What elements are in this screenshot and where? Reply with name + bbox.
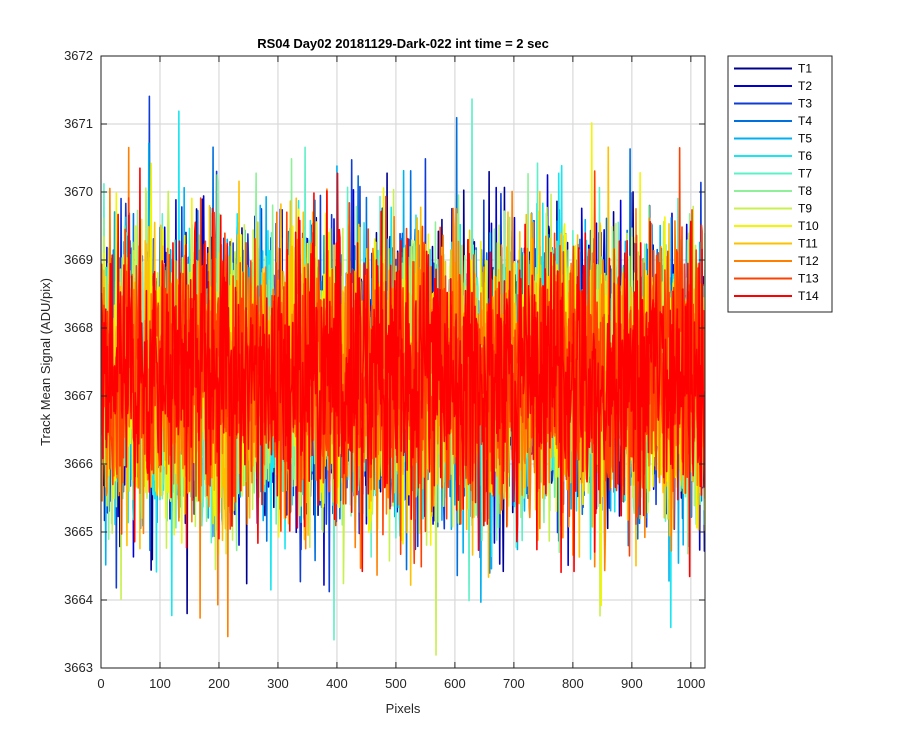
x-tick-label: 600 [444, 676, 466, 691]
y-tick-label: 3667 [64, 388, 93, 403]
y-tick-label: 3668 [64, 320, 93, 335]
x-axis-label: Pixels [386, 701, 421, 716]
axis-ticks: 0 100 200 300 400 500 600 700 800 900 1000 3663 3664… [64, 48, 705, 691]
x-tick-label: 700 [503, 676, 525, 691]
y-tick-label: 3670 [64, 184, 93, 199]
y-tick-label: 3669 [64, 252, 93, 267]
legend-label-t1: T1 [798, 62, 812, 76]
x-tick-label: 100 [149, 676, 171, 691]
legend-label-t14: T14 [798, 289, 819, 303]
legend-label-t7: T7 [798, 167, 812, 181]
y-axis-label: Track Mean Signal (ADU/pix) [38, 278, 53, 446]
legend-label-t6: T6 [798, 149, 812, 163]
legend-label-t3: T3 [798, 97, 812, 111]
y-tick-label: 3671 [64, 116, 93, 131]
y-tick-label: 3666 [64, 456, 93, 471]
series-group [101, 95, 705, 656]
x-tick-label: 1000 [676, 676, 705, 691]
x-tick-label: 500 [385, 676, 407, 691]
x-tick-label: 400 [326, 676, 348, 691]
legend-label-t2: T2 [798, 79, 812, 93]
y-tick-label: 3663 [64, 660, 93, 675]
y-tick-label: 3664 [64, 592, 93, 607]
plot-frame [100, 55, 706, 669]
y-tick-label: 3665 [64, 524, 93, 539]
series-line-t14 [101, 167, 705, 578]
legend-label-t10: T10 [798, 219, 819, 233]
chart-title: RS04 Day02 20181129-Dark-022 int time = … [257, 36, 549, 51]
x-tick-label: 300 [267, 676, 289, 691]
x-tick-label: 200 [208, 676, 230, 691]
x-tick-label: 0 [97, 676, 104, 691]
legend-label-t11: T11 [798, 237, 818, 251]
legend: T1 T2 T3 T4 T5 T6 T7 T8 T9 T10 T11 T12 T13 T14 [727, 55, 833, 313]
x-tick-label: 800 [562, 676, 584, 691]
legend-label-t4: T4 [798, 114, 812, 128]
legend-label-t13: T13 [798, 272, 819, 286]
legend-label-t8: T8 [798, 184, 812, 198]
legend-box [727, 55, 833, 313]
y-tick-label: 3672 [64, 48, 93, 63]
legend-label-t9: T9 [798, 202, 812, 216]
x-tick-label: 900 [621, 676, 643, 691]
legend-label-t12: T12 [798, 254, 819, 268]
legend-label-t5: T5 [798, 132, 812, 146]
